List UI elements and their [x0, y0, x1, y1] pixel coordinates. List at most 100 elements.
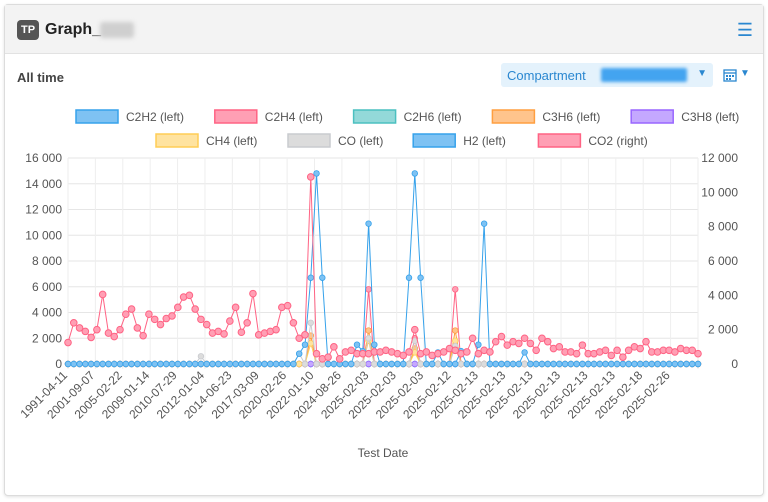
data-point — [75, 324, 84, 332]
legend-label: C2H2 (left) — [126, 110, 184, 124]
legend-label: C3H8 (left) — [681, 110, 739, 124]
data-point — [139, 360, 147, 368]
data-point — [446, 360, 453, 368]
data-point — [492, 360, 499, 368]
data-point — [365, 360, 372, 368]
data-point — [452, 286, 459, 293]
data-point — [249, 289, 257, 298]
data-point — [677, 360, 684, 368]
data-point — [353, 360, 361, 368]
data-point — [163, 360, 170, 368]
data-point — [335, 355, 344, 363]
data-point — [567, 360, 575, 368]
data-point — [440, 360, 447, 368]
data-point — [555, 343, 564, 351]
data-point — [197, 353, 205, 360]
data-point — [538, 334, 546, 343]
data-point — [353, 341, 361, 348]
y-right-tick-label: 8 000 — [708, 220, 738, 234]
y-right-tick-label: 10 000 — [701, 185, 738, 199]
calendar-chevron-down-icon: ▼ — [740, 68, 750, 79]
y-left-tick-label: 2 000 — [32, 331, 62, 345]
data-point — [289, 319, 298, 327]
data-point — [295, 350, 303, 357]
data-point — [422, 348, 431, 356]
data-point — [220, 330, 228, 338]
legend-label: CH4 (left) — [206, 134, 257, 148]
data-point — [607, 351, 616, 360]
data-point — [168, 312, 176, 320]
data-point — [226, 317, 234, 325]
data-point — [423, 360, 430, 368]
data-point — [76, 360, 83, 368]
legend-label: C2H4 (left) — [265, 110, 323, 124]
data-point — [532, 360, 540, 368]
data-point — [312, 349, 321, 358]
data-point — [232, 360, 239, 368]
data-point — [371, 341, 378, 348]
data-point — [504, 360, 511, 368]
data-point — [683, 360, 690, 368]
data-point — [93, 360, 101, 368]
series-line — [67, 176, 699, 360]
data-point — [694, 349, 702, 358]
data-point — [578, 341, 587, 349]
data-point — [694, 360, 702, 368]
chevron-down-icon: ▼ — [697, 68, 707, 79]
data-point — [463, 360, 471, 368]
data-point — [307, 360, 314, 368]
data-point — [688, 346, 697, 355]
data-point — [231, 303, 240, 312]
series-line — [68, 322, 698, 366]
data-point — [157, 360, 164, 368]
data-point — [550, 360, 557, 368]
series-line — [68, 173, 698, 365]
data-point — [226, 360, 234, 368]
data-point — [469, 360, 476, 368]
data-point — [295, 334, 303, 343]
data-point — [255, 360, 262, 368]
data-point — [608, 360, 615, 368]
compartment-select[interactable]: Compartment ▼ — [501, 63, 713, 87]
legend-label: C3H6 (left) — [542, 110, 600, 124]
data-point — [491, 337, 500, 346]
data-point — [348, 360, 355, 368]
data-point — [624, 346, 633, 355]
data-point — [376, 360, 384, 368]
redacted-title-part — [100, 22, 134, 38]
data-point — [243, 360, 251, 368]
legend-swatch — [412, 133, 456, 148]
data-point — [619, 353, 627, 361]
data-point — [116, 325, 124, 334]
data-point — [665, 360, 673, 368]
data-point — [613, 360, 621, 368]
data-point — [267, 360, 274, 368]
data-point — [64, 360, 72, 368]
x-axis-title: Test Date — [358, 446, 409, 460]
data-point — [272, 360, 280, 368]
data-point — [439, 348, 448, 356]
compartment-label: Compartment — [507, 68, 586, 83]
legend-label: C2H6 (left) — [404, 110, 462, 124]
data-point — [371, 360, 378, 368]
y-left-tick-label: 16 000 — [25, 151, 62, 165]
data-point — [411, 360, 418, 368]
data-point — [521, 360, 528, 368]
y-left-tick-label: 14 000 — [25, 177, 62, 191]
data-point — [82, 360, 89, 368]
data-point — [69, 319, 78, 327]
data-point — [480, 220, 488, 227]
data-point — [301, 360, 309, 368]
data-point — [486, 360, 494, 368]
y-right-tick-label: 4 000 — [708, 288, 738, 302]
data-point — [417, 274, 424, 281]
data-point — [127, 305, 136, 313]
data-point — [631, 360, 638, 368]
data-point — [671, 360, 679, 368]
data-point — [411, 170, 418, 177]
date-range-picker[interactable]: ▼ — [723, 65, 755, 85]
hamburger-menu-icon[interactable]: ☰ — [736, 20, 753, 40]
data-point — [347, 346, 356, 355]
data-point — [538, 360, 546, 368]
data-point — [307, 319, 314, 326]
